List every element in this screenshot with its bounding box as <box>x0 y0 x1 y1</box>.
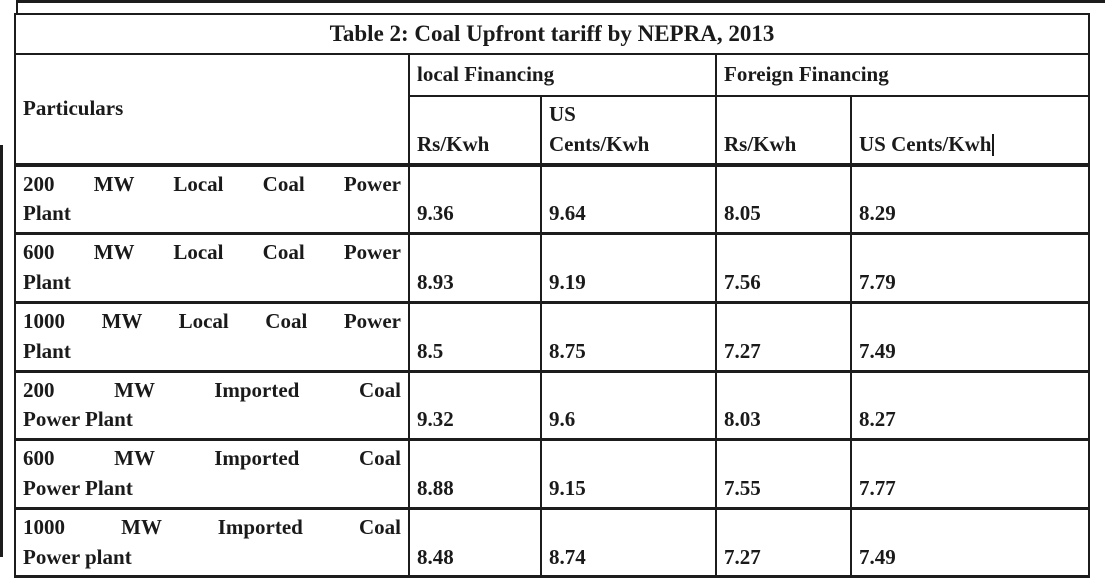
local-rs-kwh-label: Rs/Kwh <box>417 131 490 156</box>
local-cents-value[interactable]: 9.64 <box>540 163 717 235</box>
sub-header-row: Rs/Kwh US Cents/Kwh Rs/Kwh US Cents/Kwh <box>15 95 1090 166</box>
foreign-rs-value[interactable]: 7.27 <box>715 507 852 578</box>
table-row: 600 MW Imported Coal Power Plant 8.88 9.… <box>14 438 1090 510</box>
local-rs-value[interactable]: 8.88 <box>408 438 542 510</box>
local-rs-value[interactable]: 8.5 <box>408 301 542 372</box>
plant-name-line1: 1000 MW Imported Coal <box>23 514 401 539</box>
outer-border-connector <box>16 0 18 14</box>
table-row: 1000 MW Local Coal Power Plant 8.5 8.75 … <box>14 301 1090 372</box>
local-cents-value[interactable]: 9.6 <box>540 370 717 441</box>
foreign-cents-value[interactable]: 7.49 <box>850 507 1090 578</box>
particulars-header[interactable]: Particulars <box>14 53 410 166</box>
local-us-cents-line2: Cents/Kwh <box>549 131 650 156</box>
particulars-cell[interactable]: 1000 MW Local Coal Power Plant <box>14 301 410 372</box>
local-us-cents-kwh-header[interactable]: US Cents/Kwh <box>540 95 717 166</box>
particulars-cell[interactable]: 600 MW Local Coal Power Plant <box>14 232 410 304</box>
plant-name-line1: 200 MW Local Coal Power <box>23 171 401 196</box>
group-header-row: Particulars local Financing Foreign Fina… <box>14 53 1090 166</box>
table-row: 600 MW Local Coal Power Plant 8.93 9.19 … <box>14 232 1090 304</box>
plant-name-line2: Plant <box>23 338 71 363</box>
foreign-rs-value[interactable]: 7.27 <box>715 301 852 372</box>
table-body: 200 MW Local Coal Power Plant 9.36 9.64 … <box>14 163 1090 578</box>
plant-name-line2: Power Plant <box>23 475 133 500</box>
table-row: 200 MW Local Coal Power Plant 9.36 9.64 … <box>14 163 1090 235</box>
plant-name-line2: Power plant <box>23 544 132 569</box>
foreign-rs-value[interactable]: 8.03 <box>715 370 852 441</box>
foreign-cents-value[interactable]: 8.27 <box>850 370 1090 441</box>
particulars-cell[interactable]: 200 MW Imported Coal Power Plant <box>14 370 410 441</box>
foreign-us-cents-label: US Cents/Kwh <box>859 131 992 156</box>
plant-name-line1: 1000 MW Local Coal Power <box>23 308 401 333</box>
plant-name-line2: Plant <box>23 201 71 226</box>
local-cents-value[interactable]: 8.74 <box>540 507 717 578</box>
table-header: Table 2: Coal Upfront tariff by NEPRA, 2… <box>14 13 1090 166</box>
foreign-rs-value[interactable]: 7.55 <box>715 438 852 510</box>
local-us-cents-line1: US <box>549 102 576 126</box>
foreign-cents-value[interactable]: 8.29 <box>850 163 1090 235</box>
plant-name-line1: 200 MW Imported Coal <box>23 377 401 402</box>
local-financing-header[interactable]: local Financing <box>408 53 717 97</box>
local-rs-value[interactable]: 9.36 <box>408 163 542 235</box>
foreign-rs-kwh-header[interactable]: Rs/Kwh <box>715 95 852 166</box>
foreign-cents-value[interactable]: 7.79 <box>850 232 1090 304</box>
local-cents-value[interactable]: 8.75 <box>540 301 717 372</box>
title-row: Table 2: Coal Upfront tariff by NEPRA, 2… <box>14 13 1090 55</box>
local-cents-value[interactable]: 9.19 <box>540 232 717 304</box>
table-row: 200 MW Imported Coal Power Plant 9.32 9.… <box>14 370 1090 441</box>
local-rs-value[interactable]: 9.32 <box>408 370 542 441</box>
particulars-cell[interactable]: 200 MW Local Coal Power Plant <box>14 163 410 235</box>
plant-name-line2: Plant <box>23 270 71 295</box>
particulars-cell[interactable]: 600 MW Imported Coal Power Plant <box>14 438 410 510</box>
table-title[interactable]: Table 2: Coal Upfront tariff by NEPRA, 2… <box>14 13 1090 55</box>
foreign-cents-value[interactable]: 7.77 <box>850 438 1090 510</box>
outer-border-left <box>0 145 3 557</box>
plant-name-line1: 600 MW Imported Coal <box>23 446 401 471</box>
foreign-rs-value[interactable]: 8.05 <box>715 163 852 235</box>
local-rs-value[interactable]: 8.48 <box>408 507 542 578</box>
foreign-cents-value[interactable]: 7.49 <box>850 301 1090 372</box>
local-rs-kwh-header[interactable]: Rs/Kwh <box>408 95 542 166</box>
foreign-rs-value[interactable]: 7.56 <box>715 232 852 304</box>
local-rs-value[interactable]: 8.93 <box>408 232 542 304</box>
foreign-financing-header[interactable]: Foreign Financing <box>715 53 1090 97</box>
table-row: 1000 MW Imported Coal Power plant 8.48 8… <box>14 507 1090 578</box>
outer-border-top <box>16 0 1105 3</box>
particulars-cell[interactable]: 1000 MW Imported Coal Power plant <box>14 507 410 578</box>
text-cursor <box>992 133 995 156</box>
foreign-us-cents-kwh-header[interactable]: US Cents/Kwh <box>850 95 1090 166</box>
plant-name-line1: 600 MW Local Coal Power <box>23 240 401 265</box>
foreign-rs-kwh-label: Rs/Kwh <box>724 131 797 156</box>
coal-tariff-table: Table 2: Coal Upfront tariff by NEPRA, 2… <box>14 13 1090 578</box>
local-cents-value[interactable]: 9.15 <box>540 438 717 510</box>
plant-name-line2: Power Plant <box>23 407 133 432</box>
